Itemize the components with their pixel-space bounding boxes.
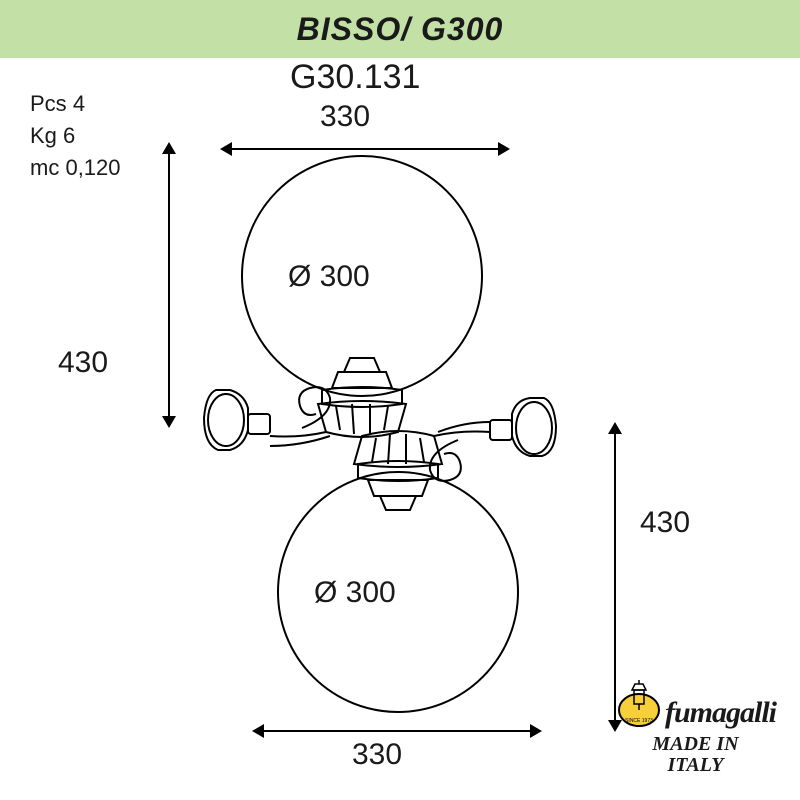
- brand-name: fumagalli: [665, 696, 776, 730]
- diagram-canvas: G30.131 Pcs 4 Kg 6 mc 0,120 330 430 430 …: [0, 58, 800, 800]
- header-bar: BISSO/ G300: [0, 0, 800, 58]
- brand-block: SINCE 1973 fumagalli MADE IN ITALY: [615, 670, 776, 776]
- made-in-label: MADE IN ITALY: [615, 734, 776, 776]
- made-in-line1: MADE IN: [615, 734, 776, 755]
- brand-oval-icon: SINCE 1973: [615, 670, 663, 730]
- svg-text:SINCE 1973: SINCE 1973: [625, 718, 653, 724]
- made-in-line2: ITALY: [615, 755, 776, 776]
- header-title: BISSO/ G300: [297, 11, 504, 48]
- brand-logo: SINCE 1973 fumagalli: [615, 670, 776, 730]
